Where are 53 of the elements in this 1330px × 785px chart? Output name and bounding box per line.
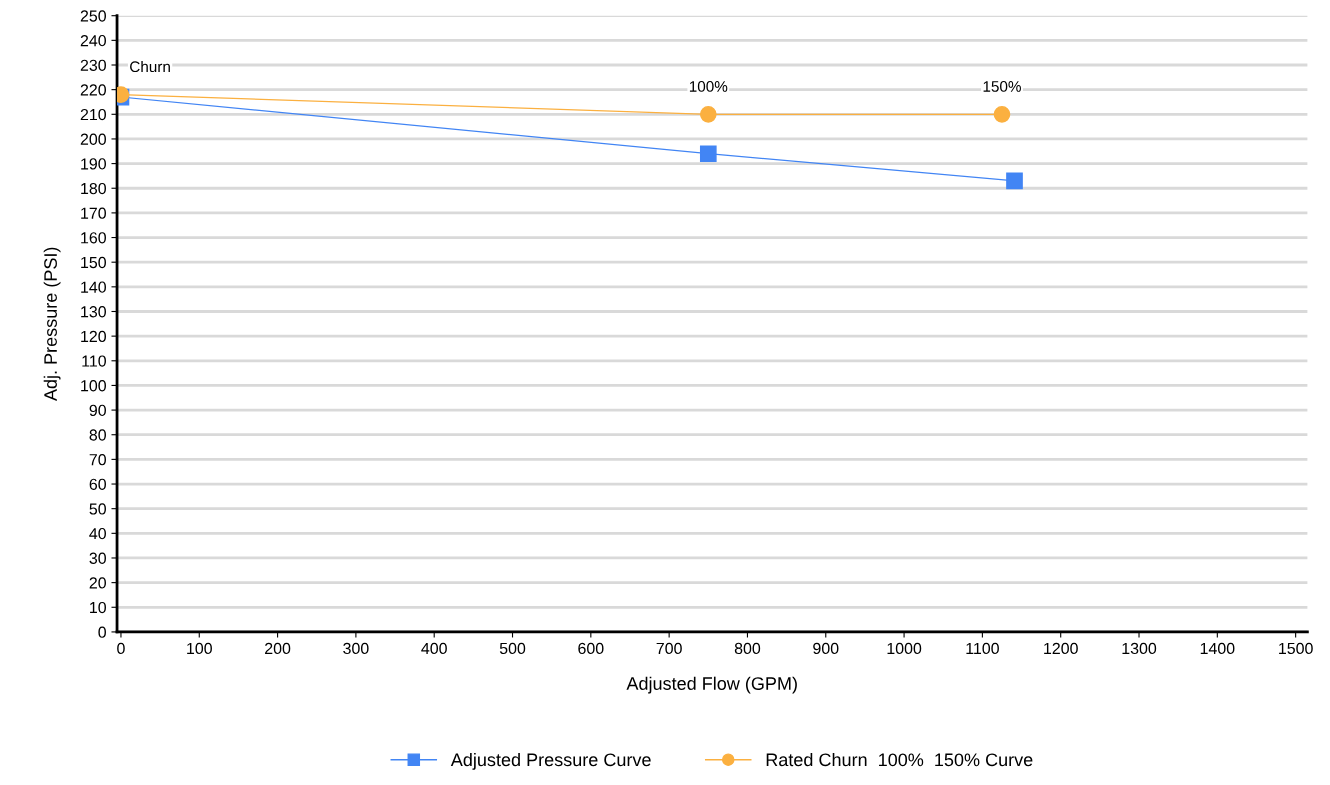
x-tick-label: 1400 (1200, 642, 1235, 655)
y-tick-label: 50 (89, 503, 106, 515)
point (699, 145, 717, 163)
y-tick-label: 190 (81, 158, 106, 170)
y-tick-label: 140 (81, 281, 106, 293)
legend-label: Rated Churn 100% 150% Curve (766, 752, 1033, 767)
point (699, 105, 717, 123)
x-axis-title: Adjusted Flow (GPM) (626, 676, 797, 694)
y-tick-label: 40 (89, 527, 106, 540)
x-tick-label: 1500 (1279, 642, 1313, 655)
x-tick-label: 1300 (1122, 642, 1157, 655)
y-tick-label: 70 (89, 454, 106, 466)
y-tick-label: 240 (80, 34, 106, 47)
annotation: 100% (689, 81, 728, 92)
x-tick-label: 0 (117, 642, 125, 655)
y-tick-label: 220 (80, 84, 106, 96)
y-tick-label: 90 (89, 404, 106, 417)
point (1006, 172, 1023, 190)
y-tick-label: 120 (81, 330, 106, 343)
y-axis-title: Adj. Pressure (PSI) (43, 247, 61, 402)
y-tick-label: 80 (89, 429, 106, 441)
y-tick-label: 250 (80, 10, 106, 22)
y-tick-label: 100 (81, 380, 106, 392)
x-tick-label: 400 (421, 642, 447, 655)
y-tick-label: 200 (80, 133, 106, 145)
y-tick-label: 30 (89, 552, 106, 564)
x-tick-label: 800 (734, 642, 761, 655)
y-tick-label: 10 (90, 601, 106, 614)
x-tick-label: 900 (813, 642, 839, 655)
y-tick-label: 160 (81, 232, 106, 244)
y-tick-label: 180 (81, 182, 106, 195)
legend-label: Adjusted Pressure Curve (450, 752, 651, 770)
y-tick-label: 20 (89, 577, 106, 589)
x-tick-label: 1000 (887, 642, 922, 655)
x-tick-label: 1100 (966, 642, 999, 655)
x-tick-label: 500 (499, 642, 526, 655)
x-tick-label: 700 (656, 642, 682, 655)
annotation: Churn (130, 60, 170, 73)
y-tick-label: 210 (80, 108, 106, 121)
point (993, 105, 1011, 123)
annotation: 150% (983, 81, 1021, 92)
y-tick-label: 0 (98, 626, 106, 638)
y-tick-label: 60 (89, 478, 106, 490)
x-tick-label: 300 (343, 642, 369, 655)
x-tick-label: 1200 (1044, 642, 1078, 655)
y-tick-label: 230 (80, 59, 106, 71)
y-tick-label: 170 (81, 207, 106, 219)
x-tick-label: 600 (578, 642, 604, 655)
x-tick-label: 100 (187, 642, 212, 655)
x-tick-label: 200 (265, 642, 291, 655)
y-tick-label: 150 (81, 256, 106, 269)
y-tick-label: 110 (82, 355, 106, 367)
y-tick-label: 130 (81, 306, 106, 318)
